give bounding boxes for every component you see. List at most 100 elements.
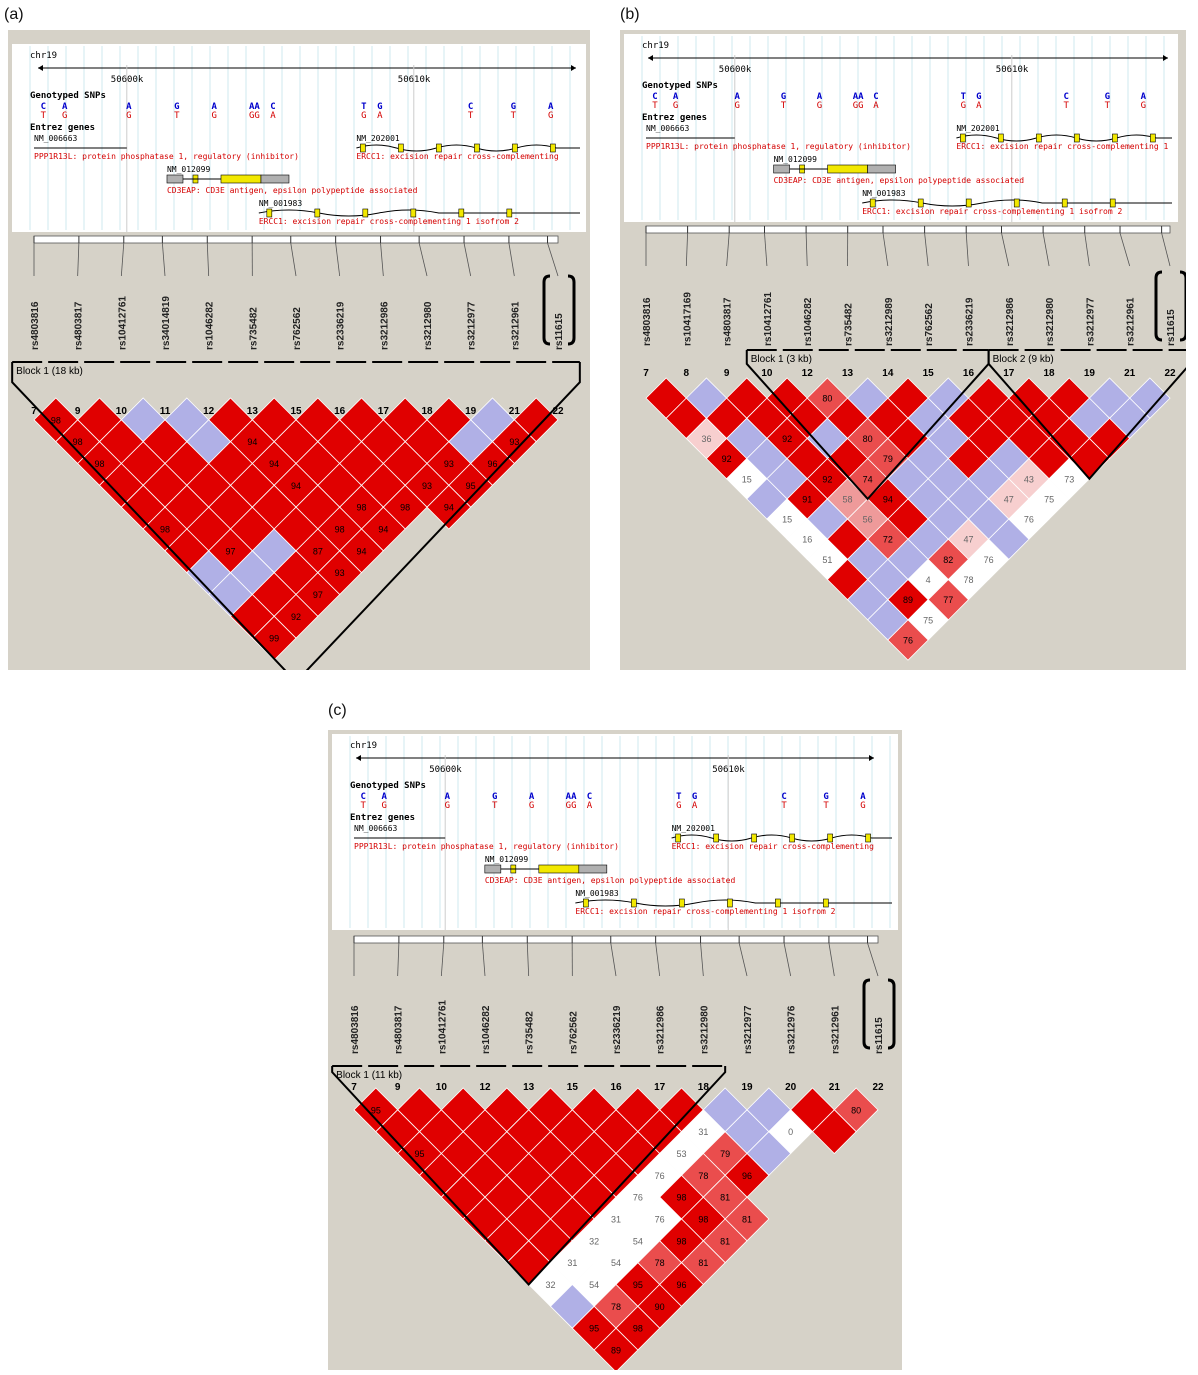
ld-value: 98 [400, 503, 410, 513]
snp-label: rs3212976 [787, 1005, 798, 1054]
genotyped-snps-label: Genotyped SNPs [30, 91, 106, 101]
snp-connector [508, 242, 515, 277]
allele-bottom: T [823, 801, 829, 811]
allele-bottom: G [860, 801, 865, 811]
snp-connector [655, 942, 661, 977]
snp-index: 16 [334, 406, 346, 417]
gene-ppp1r13l: PPP1R13L: protein phosphatase 1, regulat… [34, 152, 299, 161]
ld-value: 75 [923, 615, 933, 625]
ld-value: 98 [633, 1324, 643, 1334]
snp-position-bar [33, 235, 559, 244]
allele-bottom: G [62, 111, 67, 121]
allele-top: G [781, 92, 786, 102]
allele-top: A [382, 792, 388, 802]
allele-bottom: T [468, 111, 474, 121]
block-label: Block 2 (9 kb) [993, 354, 1054, 365]
snp-index: 18 [1044, 368, 1056, 379]
snp-connector [418, 242, 428, 277]
ld-value: 82 [943, 555, 953, 565]
entrez-genes-label: Entrez genes [350, 813, 415, 823]
ld-value: 73 [1064, 474, 1074, 484]
ld-value: 97 [225, 546, 235, 556]
snp-label: rs3212986 [379, 301, 390, 350]
allele-top: A [445, 792, 451, 802]
snp-index: 7 [31, 406, 37, 417]
gene-ercc1-isoform2: ERCC1: excision repair cross-complementi… [862, 207, 1122, 216]
snp-index: 7 [643, 368, 649, 379]
snp-label: rs3212986 [656, 1005, 667, 1054]
allele-bottom: G [961, 101, 966, 111]
genome-browser [624, 34, 1178, 222]
ld-value: 32 [589, 1236, 599, 1246]
tick-label-left: 50600k [111, 75, 144, 85]
snp-label: rs4803816 [642, 297, 653, 346]
ld-value: 95 [371, 1105, 381, 1115]
allele-top: A [126, 102, 132, 112]
allele-top: C [587, 792, 592, 802]
snp-label: rs3212980 [423, 301, 434, 350]
ld-value: 75 [1044, 494, 1054, 504]
allele-bottom: G [361, 111, 366, 121]
allele-bottom: A [873, 101, 879, 111]
ld-value: 80 [863, 434, 873, 444]
snp-index: 15 [567, 1082, 579, 1093]
snp-label: rs3212961 [1126, 297, 1137, 346]
allele-bottom: G [445, 801, 450, 811]
ld-value: 95 [589, 1324, 599, 1334]
ld-value: 98 [73, 437, 83, 447]
allele-top: G [823, 792, 828, 802]
allele-bottom: T [492, 801, 498, 811]
ld-value: 93 [509, 437, 519, 447]
ld-value: 31 [567, 1258, 577, 1268]
snp-connector [1042, 232, 1050, 267]
ld-value: 0 [788, 1127, 793, 1137]
allele-top: A [548, 102, 554, 112]
snp-index: 13 [523, 1082, 535, 1093]
allele-bottom: G [673, 101, 678, 111]
ld-value: 54 [633, 1236, 643, 1246]
gene-nm-006663: NM_006663 [354, 824, 398, 833]
allele-top: C [41, 102, 46, 112]
allele-bottom: A [976, 101, 982, 111]
allele-top: G [377, 102, 382, 112]
snp-index: 13 [247, 406, 259, 417]
ld-value: 92 [822, 474, 832, 484]
ld-value: 15 [782, 515, 792, 525]
ercc1-track [956, 134, 1172, 142]
tick-label-right: 50610k [996, 65, 1029, 75]
snp-index: 17 [654, 1082, 666, 1093]
chr-label: chr19 [350, 741, 377, 751]
snp-label: rs4803817 [74, 301, 85, 350]
allele-top: G [174, 102, 179, 112]
ld-value: 31 [611, 1215, 621, 1225]
allele-bottom: T [652, 101, 658, 111]
gene-ercc1: ERCC1: excision repair cross-complementi… [956, 142, 1168, 151]
snp-index: 15 [290, 406, 302, 417]
snp-label: rs3212986 [1005, 297, 1016, 346]
allele-top: AA [249, 102, 260, 112]
ld-value: 94 [291, 481, 301, 491]
ld-value: 47 [963, 535, 973, 545]
ld-value: 56 [863, 515, 873, 525]
tick-label-right: 50610k [712, 765, 745, 775]
gene-nm-012099: NM_012099 [774, 155, 818, 164]
ld-value: 43 [1024, 474, 1034, 484]
snp-connector [700, 942, 704, 977]
snp-position-bar [645, 225, 1171, 234]
ld-value: 92 [782, 434, 792, 444]
ld-panel-a: chr19 50600k 50610k Genotyped SNPs C T A G A G G T A… [8, 30, 590, 670]
snp-label: rs2336219 [964, 297, 975, 346]
snp-label: rs4803816 [350, 1005, 361, 1054]
ld-value: 74 [863, 474, 873, 484]
entrez-genes-label: Entrez genes [30, 123, 95, 133]
snp-connector [1001, 232, 1010, 267]
snp-index: 22 [1164, 368, 1176, 379]
ld-value: 54 [611, 1258, 621, 1268]
allele-top: T [361, 102, 367, 112]
gene-ercc1: ERCC1: excision repair cross-complementi… [356, 152, 558, 161]
snp-connector [161, 242, 166, 277]
snp-label: rs10417169 [682, 292, 693, 346]
snp-index: 9 [724, 368, 730, 379]
allele-top: AA [853, 92, 864, 102]
snp-index: 13 [842, 368, 854, 379]
